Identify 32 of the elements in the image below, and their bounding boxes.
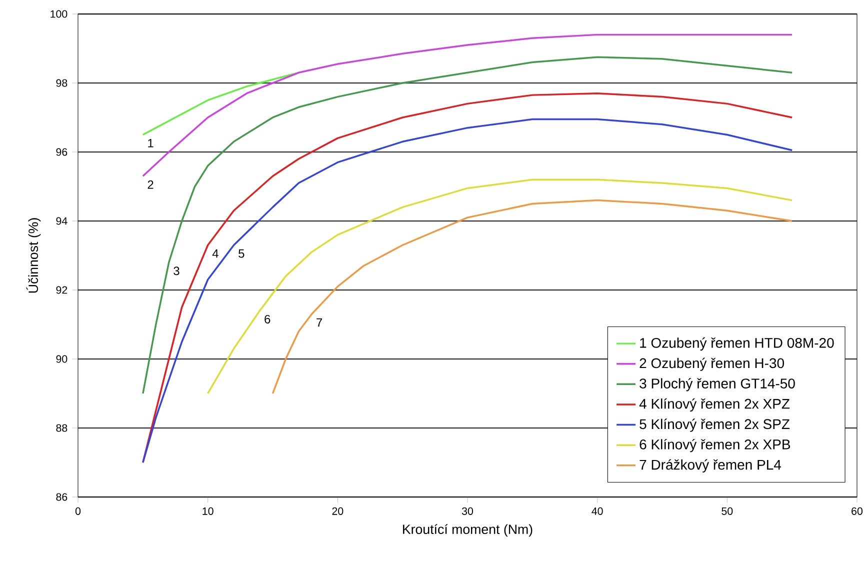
legend-label: 1 Ozubený řemen HTD 08M-20 (640, 337, 834, 351)
legend-label: 7 Drážkový řemen PL4 (640, 459, 782, 472)
annotation: 4 (212, 249, 218, 258)
y-tick-label: 100 (50, 10, 68, 18)
annotation: 5 (238, 249, 244, 258)
line-series (142, 72, 300, 136)
legend-label: 4 Klínový řemen 2x XPZ (639, 398, 790, 412)
y-axis-title: Účinnost (%) (26, 218, 41, 293)
x-tick-label: 10 (202, 507, 214, 515)
x-tick-label: 60 (852, 507, 863, 515)
y-tick-label: 96 (56, 148, 68, 156)
legend-label: 2 Ozubený řemen H-30 (640, 358, 784, 371)
x-tick-label: 50 (722, 507, 733, 515)
x-axis-title: Kroutící moment (Nm) (403, 524, 532, 537)
annotation: 3 (174, 266, 180, 276)
y-tick-label: 92 (56, 286, 68, 294)
annotation: 1 (148, 139, 154, 148)
annotation: 2 (148, 180, 154, 189)
annotation: 7 (316, 318, 322, 327)
annotation: 6 (264, 314, 270, 324)
y-tick-label: 94 (56, 217, 68, 225)
x-tick-label: 0 (75, 507, 81, 515)
y-tick-label: 86 (56, 493, 68, 501)
y-tick-label: 90 (56, 355, 68, 363)
x-tick-label: 20 (332, 507, 344, 515)
legend-label: 5 Klínový řemen 2x SPZ (640, 418, 790, 432)
y-tick-label: 98 (56, 79, 68, 87)
y-tick-label: 88 (56, 424, 68, 432)
legend-label: 3 Plochý řemen GT14-50 (640, 378, 795, 392)
x-tick-label: 30 (462, 507, 474, 515)
legend-label: 6 Klínový řemen 2x XPB (640, 438, 790, 452)
x-tick-label: 40 (592, 507, 603, 515)
